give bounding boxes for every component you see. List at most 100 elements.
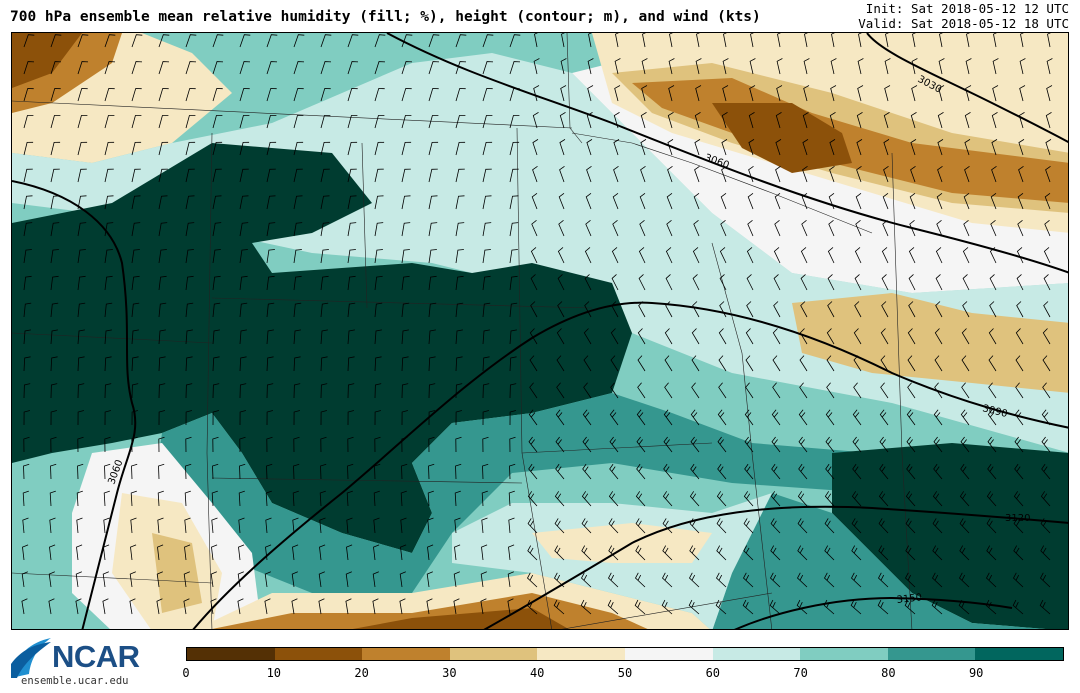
wind-barb xyxy=(883,112,890,129)
wind-barb xyxy=(158,115,169,129)
wind-barb xyxy=(158,302,167,318)
wind-barb xyxy=(663,409,673,426)
colorbar-segment xyxy=(449,648,538,660)
wind-barb xyxy=(609,409,619,426)
wind-barb xyxy=(662,545,673,561)
wind-barb xyxy=(239,329,247,345)
wind-barb xyxy=(23,168,33,183)
wind-barb xyxy=(185,383,193,399)
wind-barb xyxy=(798,436,808,453)
wind-barb xyxy=(803,85,810,102)
wind-barb xyxy=(852,409,862,426)
wind-barb xyxy=(50,383,58,399)
wind-barb xyxy=(158,383,166,399)
wind-barb xyxy=(1014,409,1024,426)
wind-barb xyxy=(796,599,808,615)
wind-barb xyxy=(374,329,382,345)
wind-barb xyxy=(131,34,143,48)
wind-barb xyxy=(582,463,592,480)
wind-barb xyxy=(23,410,31,426)
wind-barb xyxy=(77,141,88,156)
wind-barb xyxy=(748,112,755,129)
wind-barb xyxy=(990,192,997,210)
wind-barb xyxy=(320,115,331,129)
wind-barb xyxy=(104,329,112,345)
wind-barb xyxy=(507,571,514,588)
wind-barb xyxy=(988,382,997,399)
wind-barb xyxy=(507,598,514,615)
wind-barb xyxy=(527,518,538,534)
wind-barb xyxy=(775,112,782,129)
contour-label: 3120 xyxy=(1005,513,1030,524)
wind-barb xyxy=(993,33,997,48)
wind-barb xyxy=(320,249,329,264)
wind-barb xyxy=(665,247,673,264)
wind-barb xyxy=(266,249,275,264)
wind-barb xyxy=(800,301,808,318)
wind-barb xyxy=(293,61,305,75)
wind-barb xyxy=(959,491,970,507)
wind-barb xyxy=(1040,518,1051,534)
wind-barb xyxy=(985,599,997,615)
wind-barb xyxy=(76,490,83,507)
wind-barb xyxy=(131,88,142,102)
wind-barb xyxy=(802,139,809,156)
wind-barb xyxy=(1019,58,1026,75)
wind-barb xyxy=(23,436,30,453)
wind-barb xyxy=(534,33,538,48)
wind-barb xyxy=(374,141,385,156)
wind-barb xyxy=(911,58,918,75)
wind-barb xyxy=(1045,165,1051,183)
wind-barb xyxy=(853,355,862,372)
wind-barb xyxy=(854,247,862,264)
wind-barb xyxy=(428,249,437,264)
wind-barb xyxy=(401,383,409,399)
wind-barb xyxy=(937,112,944,129)
wind-barb xyxy=(613,165,619,183)
wind-barb xyxy=(131,168,141,183)
wind-barb xyxy=(910,165,916,183)
wind-barb xyxy=(692,274,700,291)
wind-barb xyxy=(428,302,437,318)
wind-barb xyxy=(482,141,493,156)
wind-barb xyxy=(1016,301,1024,318)
wind-barb xyxy=(320,302,329,318)
wind-barb xyxy=(238,544,245,561)
moist-core-southeast xyxy=(832,443,1068,629)
wind-barb xyxy=(158,356,166,372)
wind-barb xyxy=(1041,409,1051,426)
wind-barb xyxy=(1016,274,1024,291)
wind-barb xyxy=(635,491,646,507)
wind-barb xyxy=(481,517,488,534)
wind-barb xyxy=(695,58,702,75)
wind-barb xyxy=(347,249,356,264)
wind-barb xyxy=(828,192,835,210)
wind-barb xyxy=(455,34,467,48)
wind-barb xyxy=(555,436,565,453)
wind-barb xyxy=(372,598,379,615)
wind-barb xyxy=(509,88,520,102)
wind-barb xyxy=(156,598,163,615)
wind-barb xyxy=(722,58,729,75)
wind-barb xyxy=(1040,491,1051,507)
wind-barb xyxy=(509,302,518,318)
wind-barb xyxy=(827,274,835,291)
wind-barb xyxy=(131,61,143,75)
colorbar-segment xyxy=(712,648,801,660)
wind-barb xyxy=(77,168,87,183)
wind-barb xyxy=(986,518,997,534)
wind-barb xyxy=(103,544,110,561)
wind-barb xyxy=(374,222,384,237)
wind-barb xyxy=(320,88,331,102)
wind-barb xyxy=(937,139,944,156)
wind-barb xyxy=(586,139,593,156)
wind-barb xyxy=(666,219,673,237)
wind-barb xyxy=(239,383,247,399)
wind-barb xyxy=(1045,112,1052,129)
wind-barb xyxy=(509,275,518,291)
wind-barb xyxy=(857,85,864,102)
colorbar-tick-label: 80 xyxy=(881,666,896,680)
wind-barb xyxy=(428,195,438,210)
wind-barb xyxy=(401,249,410,264)
wind-barb xyxy=(23,61,35,75)
